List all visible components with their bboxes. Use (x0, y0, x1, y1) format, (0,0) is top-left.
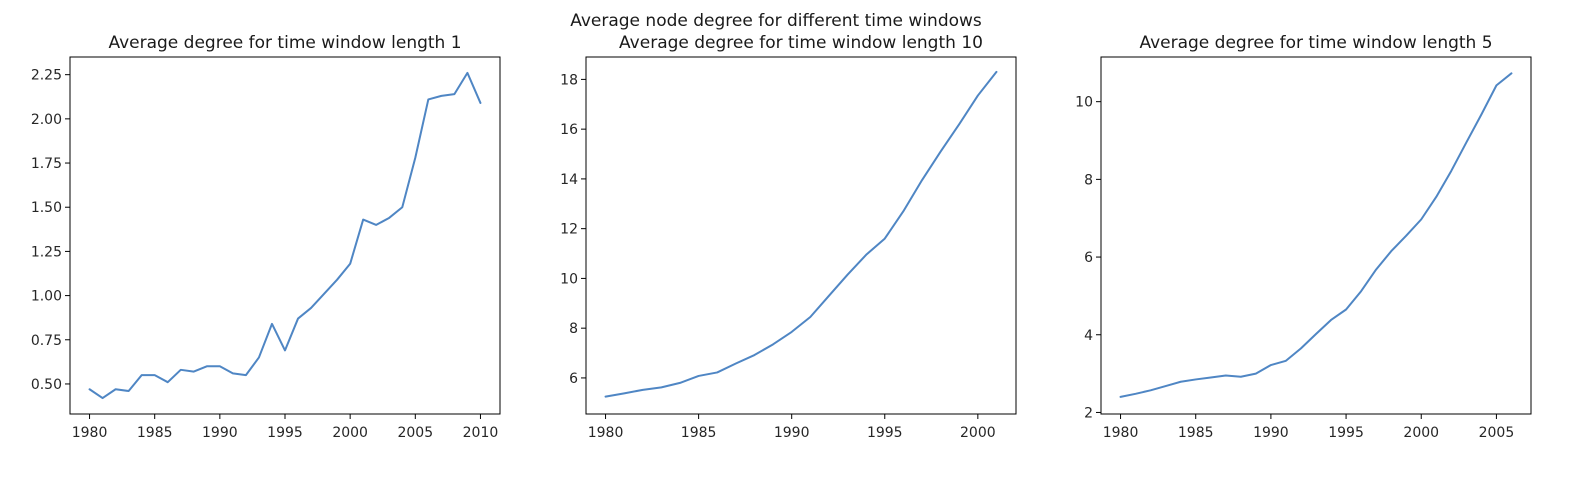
y-tick-label: 6 (1084, 250, 1093, 266)
x-tick-label: 1990 (774, 425, 810, 441)
plot-area-window-1 (88, 71, 482, 400)
x-tick-label: 2005 (1479, 425, 1515, 441)
y-tick-label: 1.00 (31, 289, 62, 305)
y-tick-label: 14 (560, 172, 578, 188)
y-tick-label: 10 (1075, 95, 1093, 111)
x-tick-label: 1990 (202, 425, 238, 441)
series-line-window-5 (1119, 72, 1513, 398)
x-tick-label: 1980 (72, 425, 108, 441)
x-tick-label: 1995 (267, 425, 303, 441)
x-tick-label: 1980 (1103, 425, 1139, 441)
y-tick-label: 8 (1084, 172, 1093, 188)
x-tick-label: 2005 (397, 425, 433, 441)
x-tick-label: 1995 (1328, 425, 1364, 441)
subplot-title-window-1: Average degree for time window length 1 (108, 33, 461, 53)
subplot-title-window-10: Average degree for time window length 10 (619, 33, 983, 53)
x-tick-label: 2000 (960, 425, 996, 441)
plot-area-window-5 (1119, 72, 1513, 398)
y-tick-label: 12 (560, 222, 578, 238)
x-tick-label: 1990 (1253, 425, 1289, 441)
x-tick-label: 2000 (1403, 425, 1439, 441)
y-axis-window-5: 2 4 6 8 10 (1075, 95, 1101, 421)
y-tick-label: 6 (569, 371, 578, 387)
y-tick-label: 0.75 (31, 333, 62, 349)
x-tick-label: 2010 (463, 425, 499, 441)
y-tick-label: 18 (560, 72, 578, 88)
series-line-window-1 (88, 71, 482, 400)
y-tick-label: 16 (560, 122, 578, 138)
subplot-title-window-5: Average degree for time window length 5 (1139, 33, 1492, 53)
y-tick-label: 4 (1084, 328, 1093, 344)
y-tick-label: 2 (1084, 405, 1093, 421)
y-tick-label: 0.50 (31, 377, 62, 393)
x-tick-label: 1985 (1178, 425, 1214, 441)
x-tick-label: 1985 (137, 425, 173, 441)
x-tick-label: 1985 (681, 425, 717, 441)
y-tick-label: 10 (560, 271, 578, 287)
subplot-window-10: Average degree for time window length 10… (560, 33, 1017, 441)
x-tick-label: 1980 (588, 425, 624, 441)
y-tick-label: 8 (569, 321, 578, 337)
subplot-window-5: Average degree for time window length 5 … (1075, 33, 1532, 441)
y-tick-label: 1.50 (31, 200, 62, 216)
x-tick-label: 2000 (332, 425, 368, 441)
y-axis-window-10: 6 8 10 12 14 16 18 (560, 72, 586, 387)
y-axis-window-1: 0.50 0.75 1.00 1.25 1.50 1.75 2.00 2.25 (31, 68, 70, 393)
series-line-window-10 (604, 70, 998, 398)
plot-area-window-10 (604, 70, 998, 398)
figure-suptitle: Average node degree for different time w… (570, 11, 982, 31)
axes-frame-window-1 (69, 56, 501, 415)
subplot-window-1: Average degree for time window length 1 … (31, 33, 501, 441)
y-tick-label: 2.00 (31, 112, 62, 128)
x-axis-window-10: 1980 1985 1990 1995 2000 (588, 414, 996, 441)
x-axis-window-1: 1980 1985 1990 1995 2000 2005 2010 (72, 414, 499, 441)
axes-frame-window-10 (585, 56, 1017, 415)
x-axis-window-5: 1980 1985 1990 1995 2000 2005 (1103, 414, 1515, 441)
y-tick-label: 2.25 (31, 68, 62, 84)
y-tick-label: 1.25 (31, 244, 62, 260)
y-tick-label: 1.75 (31, 156, 62, 172)
axes-frame-window-5 (1100, 56, 1532, 415)
x-tick-label: 1995 (867, 425, 903, 441)
